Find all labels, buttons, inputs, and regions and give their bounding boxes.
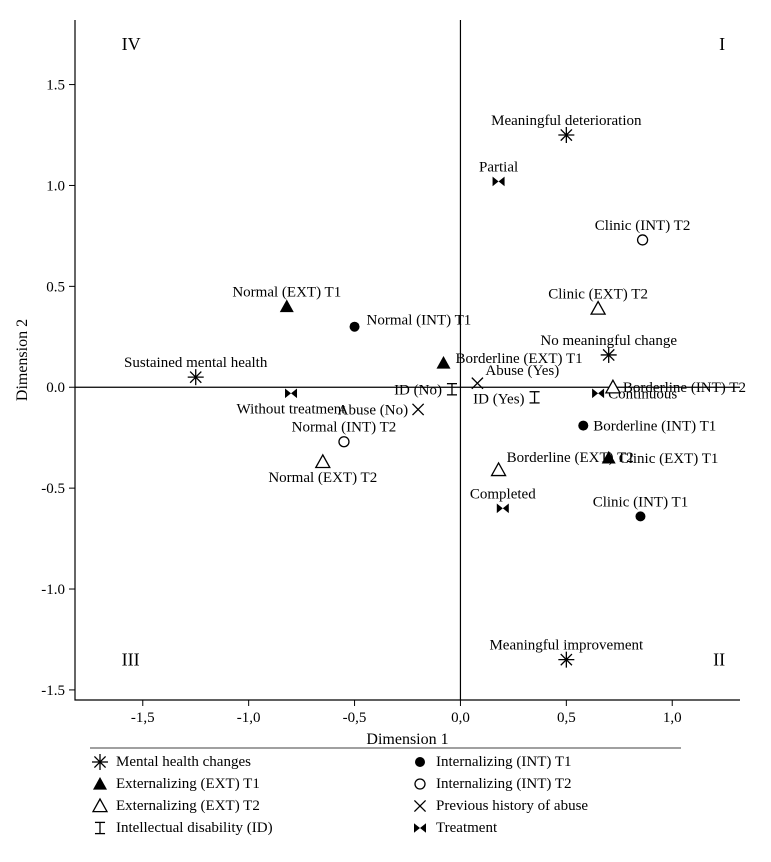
point-label: Sustained mental health <box>124 355 268 371</box>
bowtie-icon <box>414 823 426 833</box>
circle-open-icon <box>339 437 349 447</box>
point-label: Meaningful deterioration <box>491 113 642 129</box>
x-tick-label: -1,0 <box>237 710 261 726</box>
y-tick-label: -1.5 <box>41 683 65 699</box>
quadrant-label: III <box>122 650 140 670</box>
point-label: Normal (EXT) T2 <box>268 470 377 486</box>
legend-label: Previous history of abuse <box>436 798 588 814</box>
triangle-filled-icon <box>280 300 294 313</box>
point-label: No meaningful change <box>540 333 677 349</box>
id-icon <box>447 384 457 395</box>
asterisk-icon <box>558 127 574 143</box>
point-label: Abuse (No) <box>338 402 408 418</box>
point-label: Completed <box>470 486 536 502</box>
id-icon <box>95 822 105 833</box>
x-icon <box>414 800 425 811</box>
bowtie-icon <box>493 177 505 187</box>
scatter-chart: -1,5 -1,0 -0,5 0,0 0,5 1,0 -1.5 -1.0 -0.5 0.0 0.5 1… <box>0 0 771 862</box>
point-label: Clinic (EXT) T2 <box>548 287 648 303</box>
x-tick-label: -0,5 <box>343 710 367 726</box>
x-tick-label: 0,0 <box>451 710 470 726</box>
legend-label: Internalizing (INT) T2 <box>436 776 572 792</box>
x-tick-label: 1,0 <box>663 710 682 726</box>
asterisk-icon <box>558 652 574 668</box>
y-tick-label: 0.0 <box>46 380 65 396</box>
x-icon <box>412 404 423 415</box>
point-label: Without treatment <box>237 401 347 417</box>
bowtie-icon <box>497 504 509 514</box>
y-axis-title: Dimension 2 <box>14 319 31 401</box>
y-tick-label: -0.5 <box>41 481 65 497</box>
circle-filled-icon <box>350 322 360 332</box>
point-label: Meaningful improvement <box>489 638 644 654</box>
point-label: Abuse (Yes) <box>485 363 559 379</box>
point-label: Borderline (INT) T1 <box>593 419 716 435</box>
circle-open-icon <box>638 235 648 245</box>
y-tick-label: -1.0 <box>41 582 65 598</box>
legend-label: Externalizing (EXT) T2 <box>116 798 260 814</box>
y-tick-label: 0.5 <box>46 279 65 295</box>
legend-label: Externalizing (EXT) T1 <box>116 776 260 792</box>
point-label: ID (Yes) <box>473 391 524 407</box>
point-label: Partial <box>479 159 518 175</box>
circle-filled-icon <box>578 421 588 431</box>
legend-label: Treatment <box>436 820 498 836</box>
point-label: Normal (INT) T2 <box>292 420 397 436</box>
quadrant-label: II <box>713 650 725 670</box>
point-label: Clinic (INT) T2 <box>595 218 691 234</box>
point-label: ID (No) <box>394 382 442 398</box>
x-tick-label: 0,5 <box>557 710 576 726</box>
asterisk-icon <box>601 347 617 363</box>
legend-label: Mental health changes <box>116 754 251 770</box>
asterisk-icon <box>92 754 108 770</box>
triangle-open-icon <box>316 455 330 468</box>
asterisk-icon <box>188 369 204 385</box>
point-label: Borderline (EXT) T2 <box>507 450 634 466</box>
triangle-open-icon <box>591 302 605 315</box>
triangle-open-icon <box>492 463 506 476</box>
point-label: Borderline (INT) T2 <box>623 380 746 396</box>
point-label: Clinic (EXT) T1 <box>619 451 719 467</box>
bowtie-icon <box>285 388 297 398</box>
id-icon <box>530 392 540 403</box>
point-label: Normal (INT) T1 <box>367 313 472 329</box>
triangle-filled-icon <box>93 777 107 790</box>
circle-filled-icon <box>415 757 425 767</box>
quadrant-label: IV <box>122 34 141 54</box>
legend-label: Internalizing (INT) T1 <box>436 754 572 770</box>
y-tick-label: 1.0 <box>46 178 65 194</box>
triangle-filled-icon <box>437 356 451 369</box>
circle-open-icon <box>415 779 425 789</box>
triangle-open-icon <box>93 799 107 812</box>
point-label: Normal (EXT) T1 <box>232 285 341 301</box>
legend-label: Intellectual disability (ID) <box>116 820 273 836</box>
y-tick-label: 1.5 <box>46 78 65 94</box>
circle-filled-icon <box>635 511 645 521</box>
point-label: Clinic (INT) T1 <box>593 494 689 510</box>
quadrant-label: I <box>719 34 725 54</box>
x-axis-title: Dimension 1 <box>366 731 448 748</box>
bowtie-icon <box>592 388 604 398</box>
x-tick-label: -1,5 <box>131 710 155 726</box>
